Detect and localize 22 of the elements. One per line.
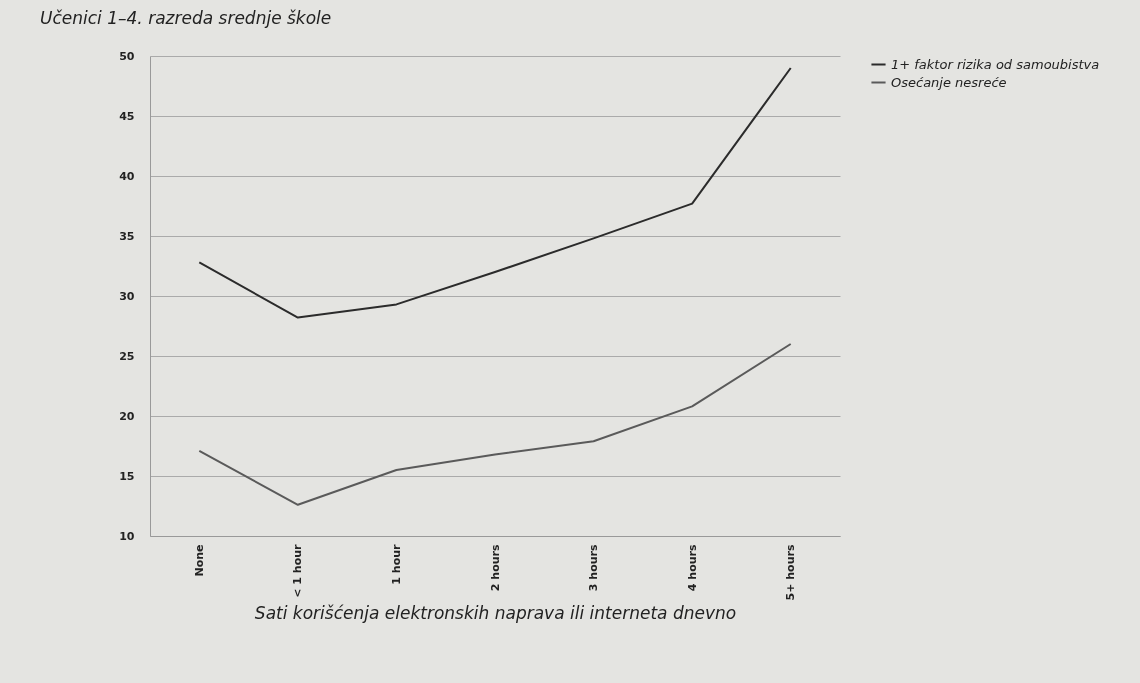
y-tick-label: 15 xyxy=(119,469,135,483)
y-tick-label: 20 xyxy=(119,409,135,423)
y-tick-label: 25 xyxy=(119,349,135,363)
x-tick-label: < 1 hour xyxy=(291,543,305,598)
legend-label: Osećanje nesreće xyxy=(891,74,1007,90)
x-tick-label: 4 hours xyxy=(685,544,699,592)
legend-label: 1+ faktor rizika od samoubistva xyxy=(891,56,1100,72)
x-tick-label: 3 hours xyxy=(587,544,601,592)
y-tick-label: 35 xyxy=(119,229,135,243)
y-tick-label: 40 xyxy=(119,169,135,183)
y-tick-label: 45 xyxy=(119,109,135,123)
x-tick-label: 1 hour xyxy=(389,543,403,585)
y-tick-label: 10 xyxy=(119,529,135,543)
line-series xyxy=(198,67,792,319)
x-tick-label: 5+ hours xyxy=(784,544,798,601)
y-tick-label: 50 xyxy=(119,49,135,63)
y-tick-label: 30 xyxy=(119,289,135,303)
x-axis-title: Sati korišćenja elektronskih naprava ili interneta dnevno xyxy=(254,603,737,624)
x-tick-label: 2 hours xyxy=(488,544,502,592)
x-tick-label: None xyxy=(192,544,206,577)
line-series xyxy=(198,343,792,506)
chart-title: Učenici 1–4. razreda srednje škole xyxy=(40,8,332,28)
